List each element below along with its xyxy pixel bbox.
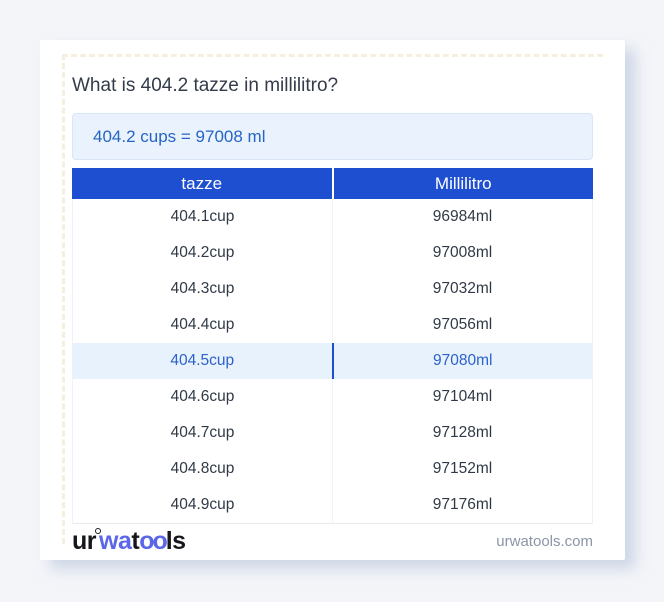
cup-value: 404.6cup bbox=[73, 379, 333, 415]
table-row: 404.8cup 97152ml bbox=[73, 451, 592, 487]
table-row: 404.6cup 97104ml bbox=[73, 379, 592, 415]
ml-value: 97128ml bbox=[432, 424, 493, 441]
conversion-card: What is 404.2 tazze in millilitro? 404.2… bbox=[40, 40, 625, 560]
table-header-tazze: tazze bbox=[72, 168, 334, 199]
cup-value: 404.3cup bbox=[73, 271, 333, 307]
ml-value: 97104ml bbox=[432, 388, 493, 405]
cup-value: 404.5cup bbox=[73, 343, 334, 379]
conversion-table: tazze Millilitro 404.1cup 96984ml 404.2c… bbox=[72, 168, 593, 524]
table-header-row: tazze Millilitro bbox=[72, 168, 593, 199]
table-row: 404.2cup 97008ml bbox=[73, 235, 592, 271]
logo-ring-icon bbox=[95, 527, 101, 534]
cup-value: 404.8cup bbox=[73, 451, 333, 487]
ml-value: 96984ml bbox=[432, 208, 493, 225]
ml-value: 97032ml bbox=[432, 280, 493, 297]
logo-text-dark: ur bbox=[72, 526, 97, 555]
logo-text-dark: ls bbox=[165, 526, 186, 555]
card-footer: ur watools urwatools.com bbox=[72, 524, 593, 560]
cup-value: 404.4cup bbox=[73, 307, 333, 343]
table-header-millilitro: Millilitro bbox=[434, 173, 492, 193]
table-row: 404.3cup 97032ml bbox=[73, 271, 592, 307]
answer-text: 404.2 cups = 97008 ml bbox=[93, 126, 266, 146]
ml-value: 97080ml bbox=[433, 352, 493, 369]
answer-box: 404.2 cups = 97008 ml bbox=[72, 113, 593, 160]
table-row: 404.9cup 97176ml bbox=[73, 487, 592, 523]
cup-value: 404.7cup bbox=[73, 415, 333, 451]
cup-value: 404.9cup bbox=[73, 487, 333, 523]
page-title: What is 404.2 tazze in millilitro? bbox=[72, 75, 339, 96]
table-row: 404.7cup 97128ml bbox=[73, 415, 592, 451]
ml-value: 97152ml bbox=[432, 460, 493, 477]
ml-value: 97056ml bbox=[432, 316, 493, 333]
ml-value: 97176ml bbox=[432, 496, 493, 513]
logo-oo-glyph: oo bbox=[139, 526, 168, 555]
table-row: 404.4cup 97056ml bbox=[73, 307, 592, 343]
table-row: 404.1cup 96984ml bbox=[73, 199, 592, 235]
urwatools-logo[interactable]: ur watools bbox=[72, 527, 186, 556]
logo-text-dark: t bbox=[131, 526, 140, 555]
site-url-link[interactable]: urwatools.com bbox=[496, 532, 593, 550]
table-row-highlighted: 404.5cup 97080ml bbox=[73, 343, 592, 379]
ml-value: 97008ml bbox=[432, 244, 493, 261]
logo-text-blue: wa bbox=[99, 526, 132, 555]
cup-value: 404.1cup bbox=[73, 199, 333, 235]
cup-value: 404.2cup bbox=[73, 235, 333, 271]
